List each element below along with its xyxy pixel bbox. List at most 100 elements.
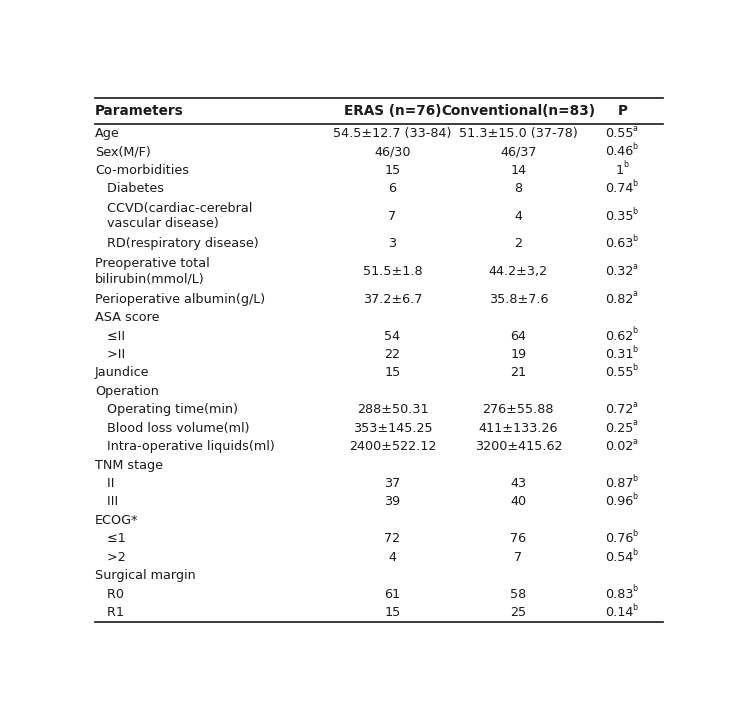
Text: 0.14: 0.14 xyxy=(605,606,634,619)
Text: Surgical margin: Surgical margin xyxy=(95,569,196,582)
Text: 4: 4 xyxy=(388,551,396,564)
Text: ASA score: ASA score xyxy=(95,311,159,324)
Text: 0.63: 0.63 xyxy=(605,237,634,251)
Text: 43: 43 xyxy=(510,477,526,490)
Text: 0.76: 0.76 xyxy=(605,532,634,545)
Text: 40: 40 xyxy=(510,496,526,508)
Text: 37: 37 xyxy=(384,477,401,490)
Text: Jaundice: Jaundice xyxy=(95,366,150,379)
Text: a: a xyxy=(632,400,637,409)
Text: Operation: Operation xyxy=(95,385,159,398)
Text: P: P xyxy=(618,104,627,118)
Text: 44.2±3,2: 44.2±3,2 xyxy=(489,265,548,278)
Text: 0.62: 0.62 xyxy=(605,329,634,343)
Text: 0.31: 0.31 xyxy=(605,348,634,361)
Text: 0.35: 0.35 xyxy=(605,210,634,222)
Text: Blood loss volume(ml): Blood loss volume(ml) xyxy=(95,422,249,434)
Text: Parameters: Parameters xyxy=(95,104,184,118)
Text: Age: Age xyxy=(95,127,120,140)
Text: 51.3±15.0 (37-78): 51.3±15.0 (37-78) xyxy=(459,127,578,140)
Text: 4: 4 xyxy=(514,210,523,222)
Text: Perioperative albumin(g/L): Perioperative albumin(g/L) xyxy=(95,293,265,306)
Text: a: a xyxy=(632,418,637,427)
Text: a: a xyxy=(632,124,637,132)
Text: 61: 61 xyxy=(384,588,401,601)
Text: 8: 8 xyxy=(514,182,523,195)
Text: b: b xyxy=(632,327,637,335)
Text: 0.74: 0.74 xyxy=(605,182,634,195)
Text: b: b xyxy=(632,206,637,215)
Text: 22: 22 xyxy=(384,348,401,361)
Text: 54.5±12.7 (33-84): 54.5±12.7 (33-84) xyxy=(334,127,452,140)
Text: Sex(M/F): Sex(M/F) xyxy=(95,145,151,158)
Text: b: b xyxy=(623,161,628,170)
Text: 76: 76 xyxy=(510,532,526,545)
Text: 0.55: 0.55 xyxy=(605,366,634,379)
Text: b: b xyxy=(632,492,637,501)
Text: 15: 15 xyxy=(384,163,401,177)
Text: 0.82: 0.82 xyxy=(605,293,634,306)
Text: b: b xyxy=(632,548,637,557)
Text: a: a xyxy=(632,437,637,446)
Text: 353±145.25: 353±145.25 xyxy=(353,422,432,434)
Text: 0.32: 0.32 xyxy=(605,265,634,278)
Text: 3200±415.62: 3200±415.62 xyxy=(475,440,562,453)
Text: CCVD(cardiac-cerebral
   vascular disease): CCVD(cardiac-cerebral vascular disease) xyxy=(95,202,252,230)
Text: 39: 39 xyxy=(384,496,401,508)
Text: ≤1: ≤1 xyxy=(95,532,126,545)
Text: 411±133.26: 411±133.26 xyxy=(479,422,558,434)
Text: R1: R1 xyxy=(95,606,124,619)
Text: b: b xyxy=(632,142,637,151)
Text: 2400±522.12: 2400±522.12 xyxy=(349,440,436,453)
Text: 72: 72 xyxy=(384,532,401,545)
Text: ERAS (n=76): ERAS (n=76) xyxy=(344,104,441,118)
Text: 46/37: 46/37 xyxy=(500,145,537,158)
Text: 51.5±1.8: 51.5±1.8 xyxy=(362,265,422,278)
Text: RD(respiratory disease): RD(respiratory disease) xyxy=(95,237,259,251)
Text: Preoperative total
bilirubin(mmol/L): Preoperative total bilirubin(mmol/L) xyxy=(95,257,210,286)
Text: 0.25: 0.25 xyxy=(605,422,634,434)
Text: 276±55.88: 276±55.88 xyxy=(483,403,554,416)
Text: b: b xyxy=(632,474,637,483)
Text: 58: 58 xyxy=(510,588,526,601)
Text: 7: 7 xyxy=(514,551,523,564)
Text: 54: 54 xyxy=(384,329,401,343)
Text: b: b xyxy=(632,363,637,372)
Text: TNM stage: TNM stage xyxy=(95,458,163,472)
Text: b: b xyxy=(632,234,637,243)
Text: R0: R0 xyxy=(95,588,124,601)
Text: ECOG*: ECOG* xyxy=(95,514,139,527)
Text: 25: 25 xyxy=(510,606,526,619)
Text: 3: 3 xyxy=(388,237,396,251)
Text: 15: 15 xyxy=(384,366,401,379)
Text: Co-morbidities: Co-morbidities xyxy=(95,163,189,177)
Text: 21: 21 xyxy=(510,366,526,379)
Text: b: b xyxy=(632,584,637,593)
Text: b: b xyxy=(632,179,637,188)
Text: 0.87: 0.87 xyxy=(605,477,634,490)
Text: Diabetes: Diabetes xyxy=(95,182,164,195)
Text: Intra-operative liquids(ml): Intra-operative liquids(ml) xyxy=(95,440,275,453)
Text: 1: 1 xyxy=(615,163,624,177)
Text: 15: 15 xyxy=(384,606,401,619)
Text: 0.02: 0.02 xyxy=(605,440,634,453)
Text: 46/30: 46/30 xyxy=(374,145,411,158)
Text: 0.83: 0.83 xyxy=(605,588,634,601)
Text: Operating time(min): Operating time(min) xyxy=(95,403,238,416)
Text: 288±50.31: 288±50.31 xyxy=(356,403,428,416)
Text: b: b xyxy=(632,529,637,538)
Text: Conventional(n=83): Conventional(n=83) xyxy=(441,104,596,118)
Text: b: b xyxy=(632,345,637,354)
Text: II: II xyxy=(95,477,114,490)
Text: 7: 7 xyxy=(388,210,396,222)
Text: 14: 14 xyxy=(510,163,526,177)
Text: 37.2±6.7: 37.2±6.7 xyxy=(363,293,422,306)
Text: a: a xyxy=(632,262,637,271)
Text: III: III xyxy=(95,496,118,508)
Text: b: b xyxy=(632,603,637,612)
Text: 0.46: 0.46 xyxy=(605,145,634,158)
Text: 0.96: 0.96 xyxy=(605,496,634,508)
Text: 2: 2 xyxy=(514,237,523,251)
Text: 0.72: 0.72 xyxy=(605,403,634,416)
Text: >2: >2 xyxy=(95,551,126,564)
